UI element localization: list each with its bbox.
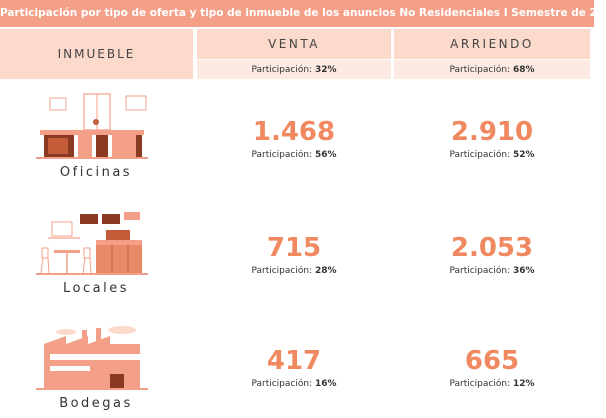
share-value: 68% xyxy=(512,64,535,75)
arriendo-bodegas-cell: 665 Participación: 12% xyxy=(394,346,590,389)
venta-locales-count: 715 xyxy=(266,233,322,263)
header-arriendo: ARRIENDO xyxy=(394,29,590,59)
share-label: Participación: xyxy=(251,379,313,389)
row-label-locales: Locales xyxy=(63,281,129,296)
arriendo-locales-share: Participación: 36% xyxy=(394,266,590,276)
share-label: Participación: xyxy=(251,266,313,276)
share-label: Participación: xyxy=(251,64,313,75)
share-label: Participación: xyxy=(449,266,511,276)
share-label: Participación: xyxy=(449,150,511,160)
row-label-oficinas: Oficinas xyxy=(59,165,133,180)
share-value: 52% xyxy=(512,150,535,160)
store-icon xyxy=(36,208,156,286)
arriendo-total-share: Participación: 68% xyxy=(394,60,590,79)
share-label: Participación: xyxy=(449,379,511,389)
venta-oficinas-share: Participación: 56% xyxy=(197,150,391,160)
arriendo-locales-cell: 2.053 Participación: 36% xyxy=(394,233,590,276)
row-label-bodegas: Bodegas xyxy=(59,396,133,411)
arriendo-oficinas-share: Participación: 52% xyxy=(394,150,590,160)
venta-locales-cell: 715 Participación: 28% xyxy=(197,233,391,276)
arriendo-locales-count: 2.053 xyxy=(450,233,534,263)
venta-bodegas-cell: 417 Participación: 16% xyxy=(197,346,391,389)
office-icon xyxy=(36,92,156,170)
share-value: 56% xyxy=(314,150,337,160)
share-label: Participación: xyxy=(449,64,511,75)
share-value: 12% xyxy=(512,379,535,389)
arriendo-bodegas-count: 665 xyxy=(464,346,520,376)
header-venta: VENTA xyxy=(197,29,391,59)
venta-bodegas-count: 417 xyxy=(266,346,322,376)
venta-locales-share: Participación: 28% xyxy=(197,266,391,276)
arriendo-bodegas-share: Participación: 12% xyxy=(394,379,590,389)
header-inmueble: INMUEBLE xyxy=(0,29,193,79)
share-value: 32% xyxy=(314,64,337,75)
share-value: 28% xyxy=(314,266,337,276)
venta-oficinas-cell: 1.468 Participación: 56% xyxy=(197,117,391,160)
venta-oficinas-count: 1.468 xyxy=(252,117,336,147)
share-label: Participación: xyxy=(251,150,313,160)
warehouse-icon xyxy=(36,322,156,400)
venta-total-share: Participación: 32% xyxy=(197,60,391,79)
venta-bodegas-share: Participación: 16% xyxy=(197,379,391,389)
table-title: Participación por tipo de oferta y tipo … xyxy=(0,0,594,27)
arriendo-oficinas-count: 2.910 xyxy=(450,117,534,147)
share-value: 36% xyxy=(512,266,535,276)
arriendo-oficinas-cell: 2.910 Participación: 52% xyxy=(394,117,590,160)
share-value: 16% xyxy=(314,379,337,389)
